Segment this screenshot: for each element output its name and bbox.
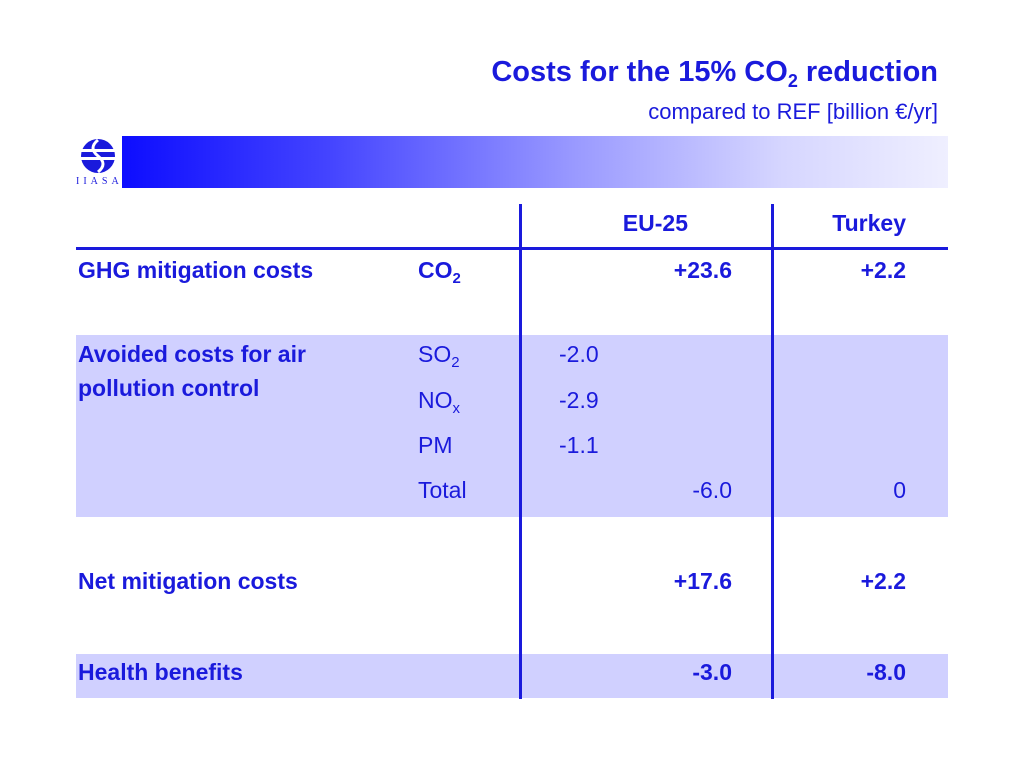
nox-gas: NOx (418, 387, 460, 417)
ghg-label: GHG mitigation costs (78, 257, 314, 283)
net-eu-value: +17.6 (673, 568, 732, 594)
title-text: Costs for the 15% CO (491, 56, 788, 88)
column-divider-turkey (771, 204, 774, 699)
net-turkey-value: +2.2 (860, 568, 906, 594)
so2-gas-sub: 2 (451, 354, 460, 371)
so2-eu-detail: -2.0 (559, 341, 599, 367)
total-turkey-value: 0 (893, 477, 906, 503)
health-turkey-value: -8.0 (866, 659, 906, 685)
ghg-eu-value: +23.6 (673, 257, 732, 283)
net-label: Net mitigation costs (78, 568, 298, 594)
so2-gas: SO2 (418, 341, 460, 371)
total-label: Total (418, 477, 467, 503)
slide-title: Costs for the 15% CO2 reduction (491, 56, 938, 91)
ghg-turkey-value: +2.2 (860, 257, 906, 283)
header-rule (76, 247, 948, 250)
nox-gas-name: NO (418, 387, 453, 413)
column-divider-eu (519, 204, 522, 699)
ghg-gas-sub: 2 (452, 270, 461, 287)
ghg-gas-name: CO (418, 257, 453, 283)
nox-gas-sub: x (452, 400, 461, 417)
logo-label: IIASA (76, 176, 123, 187)
pm-gas: PM (418, 434, 453, 457)
avoided-band (76, 335, 948, 517)
health-label: Health benefits (78, 659, 243, 685)
health-band (76, 654, 948, 698)
title-tail: reduction (797, 56, 938, 88)
pm-gas-name: PM (418, 432, 453, 458)
ghg-gas: CO2 (418, 257, 461, 287)
pm-eu-detail: -1.1 (559, 432, 599, 458)
header-banner (122, 136, 948, 188)
health-eu-value: -3.0 (692, 659, 732, 685)
title-subscript: 2 (787, 71, 798, 91)
header-eu: EU-25 (622, 210, 688, 236)
total-eu-value: -6.0 (692, 477, 732, 503)
avoided-label: Avoided costs for air pollution control (78, 341, 306, 401)
so2-gas-name: SO (418, 341, 452, 367)
slide-subtitle: compared to REF [billion €/yr] (648, 99, 938, 124)
nox-eu-detail: -2.9 (559, 387, 599, 413)
iiasa-logo-icon (79, 138, 117, 174)
header-turkey: Turkey (832, 210, 906, 236)
